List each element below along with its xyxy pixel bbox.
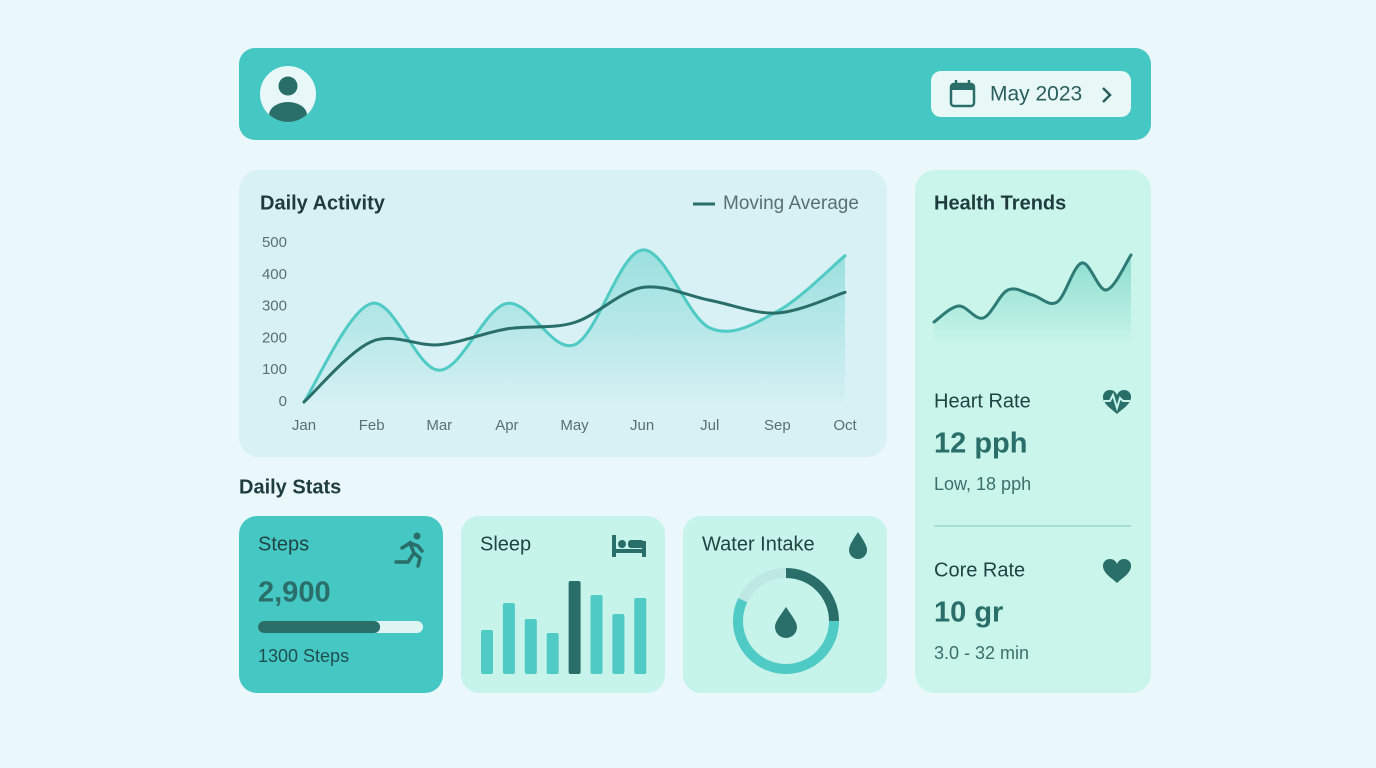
steps-value: 2,900: [258, 577, 331, 609]
water-card: [683, 516, 887, 693]
y-tick-label: 400: [262, 266, 287, 283]
card-label: Steps: [258, 533, 309, 555]
legend-label: Moving Average: [723, 193, 859, 214]
line: [302, 285, 847, 404]
metric-caption: Low, 18 pph: [934, 474, 1031, 494]
bar: [546, 633, 559, 674]
steps-caption: 1300 Steps: [258, 646, 349, 666]
area: [934, 255, 1131, 345]
line: [302, 248, 847, 404]
section-title: Daily Stats: [239, 476, 341, 498]
card-label: Water Intake: [702, 533, 815, 555]
x-tick-label: Feb: [359, 417, 385, 434]
metric-value: 12 pph: [934, 428, 1027, 460]
bar: [502, 603, 515, 674]
x-tick-label: Jul: [700, 417, 719, 434]
y-tick-label: 100: [262, 361, 287, 378]
header-bar: [239, 48, 1151, 140]
y-tick-label: 200: [262, 329, 287, 346]
runner-icon: [394, 532, 424, 568]
card-title: Health Trends: [934, 192, 1066, 214]
x-tick-label: Jan: [292, 417, 316, 434]
bar: [481, 630, 493, 674]
metric-caption: 3.0 - 32 min: [934, 643, 1029, 663]
y-tick-label: 0: [279, 393, 287, 410]
card-label: Sleep: [480, 533, 531, 555]
metric-value: 10 gr: [934, 597, 1003, 629]
bar: [634, 598, 647, 674]
heart-pulse-icon: [1102, 389, 1132, 414]
bar: [612, 614, 625, 674]
x-tick-label: Apr: [495, 417, 518, 434]
metric-label: Heart Rate: [934, 390, 1031, 412]
y-tick-label: 500: [262, 234, 287, 251]
x-tick-label: Jun: [630, 417, 654, 434]
x-tick-label: Oct: [833, 417, 857, 434]
area: [304, 249, 845, 402]
x-tick-label: Mar: [426, 417, 452, 434]
date-label: May 2023: [990, 83, 1082, 106]
ring-segment: [733, 568, 839, 674]
y-tick-label: 300: [262, 298, 287, 315]
metric-label: Core Rate: [934, 559, 1025, 581]
drop-icon: [775, 607, 797, 638]
ring-segment: [733, 568, 839, 674]
x-tick-label: May: [560, 417, 589, 434]
date-picker[interactable]: May 2023: [931, 71, 1131, 117]
bar: [524, 619, 537, 674]
card-title: Daily Activity: [260, 192, 386, 214]
bed-icon: [612, 535, 646, 557]
line: [932, 253, 1133, 324]
bar: [568, 581, 581, 674]
x-tick-label: Sep: [764, 417, 791, 434]
progress-fill: [258, 621, 381, 633]
drop-icon: [849, 532, 867, 559]
bar: [590, 595, 603, 674]
steps-card: [239, 516, 443, 693]
heart-icon: [1102, 558, 1132, 583]
